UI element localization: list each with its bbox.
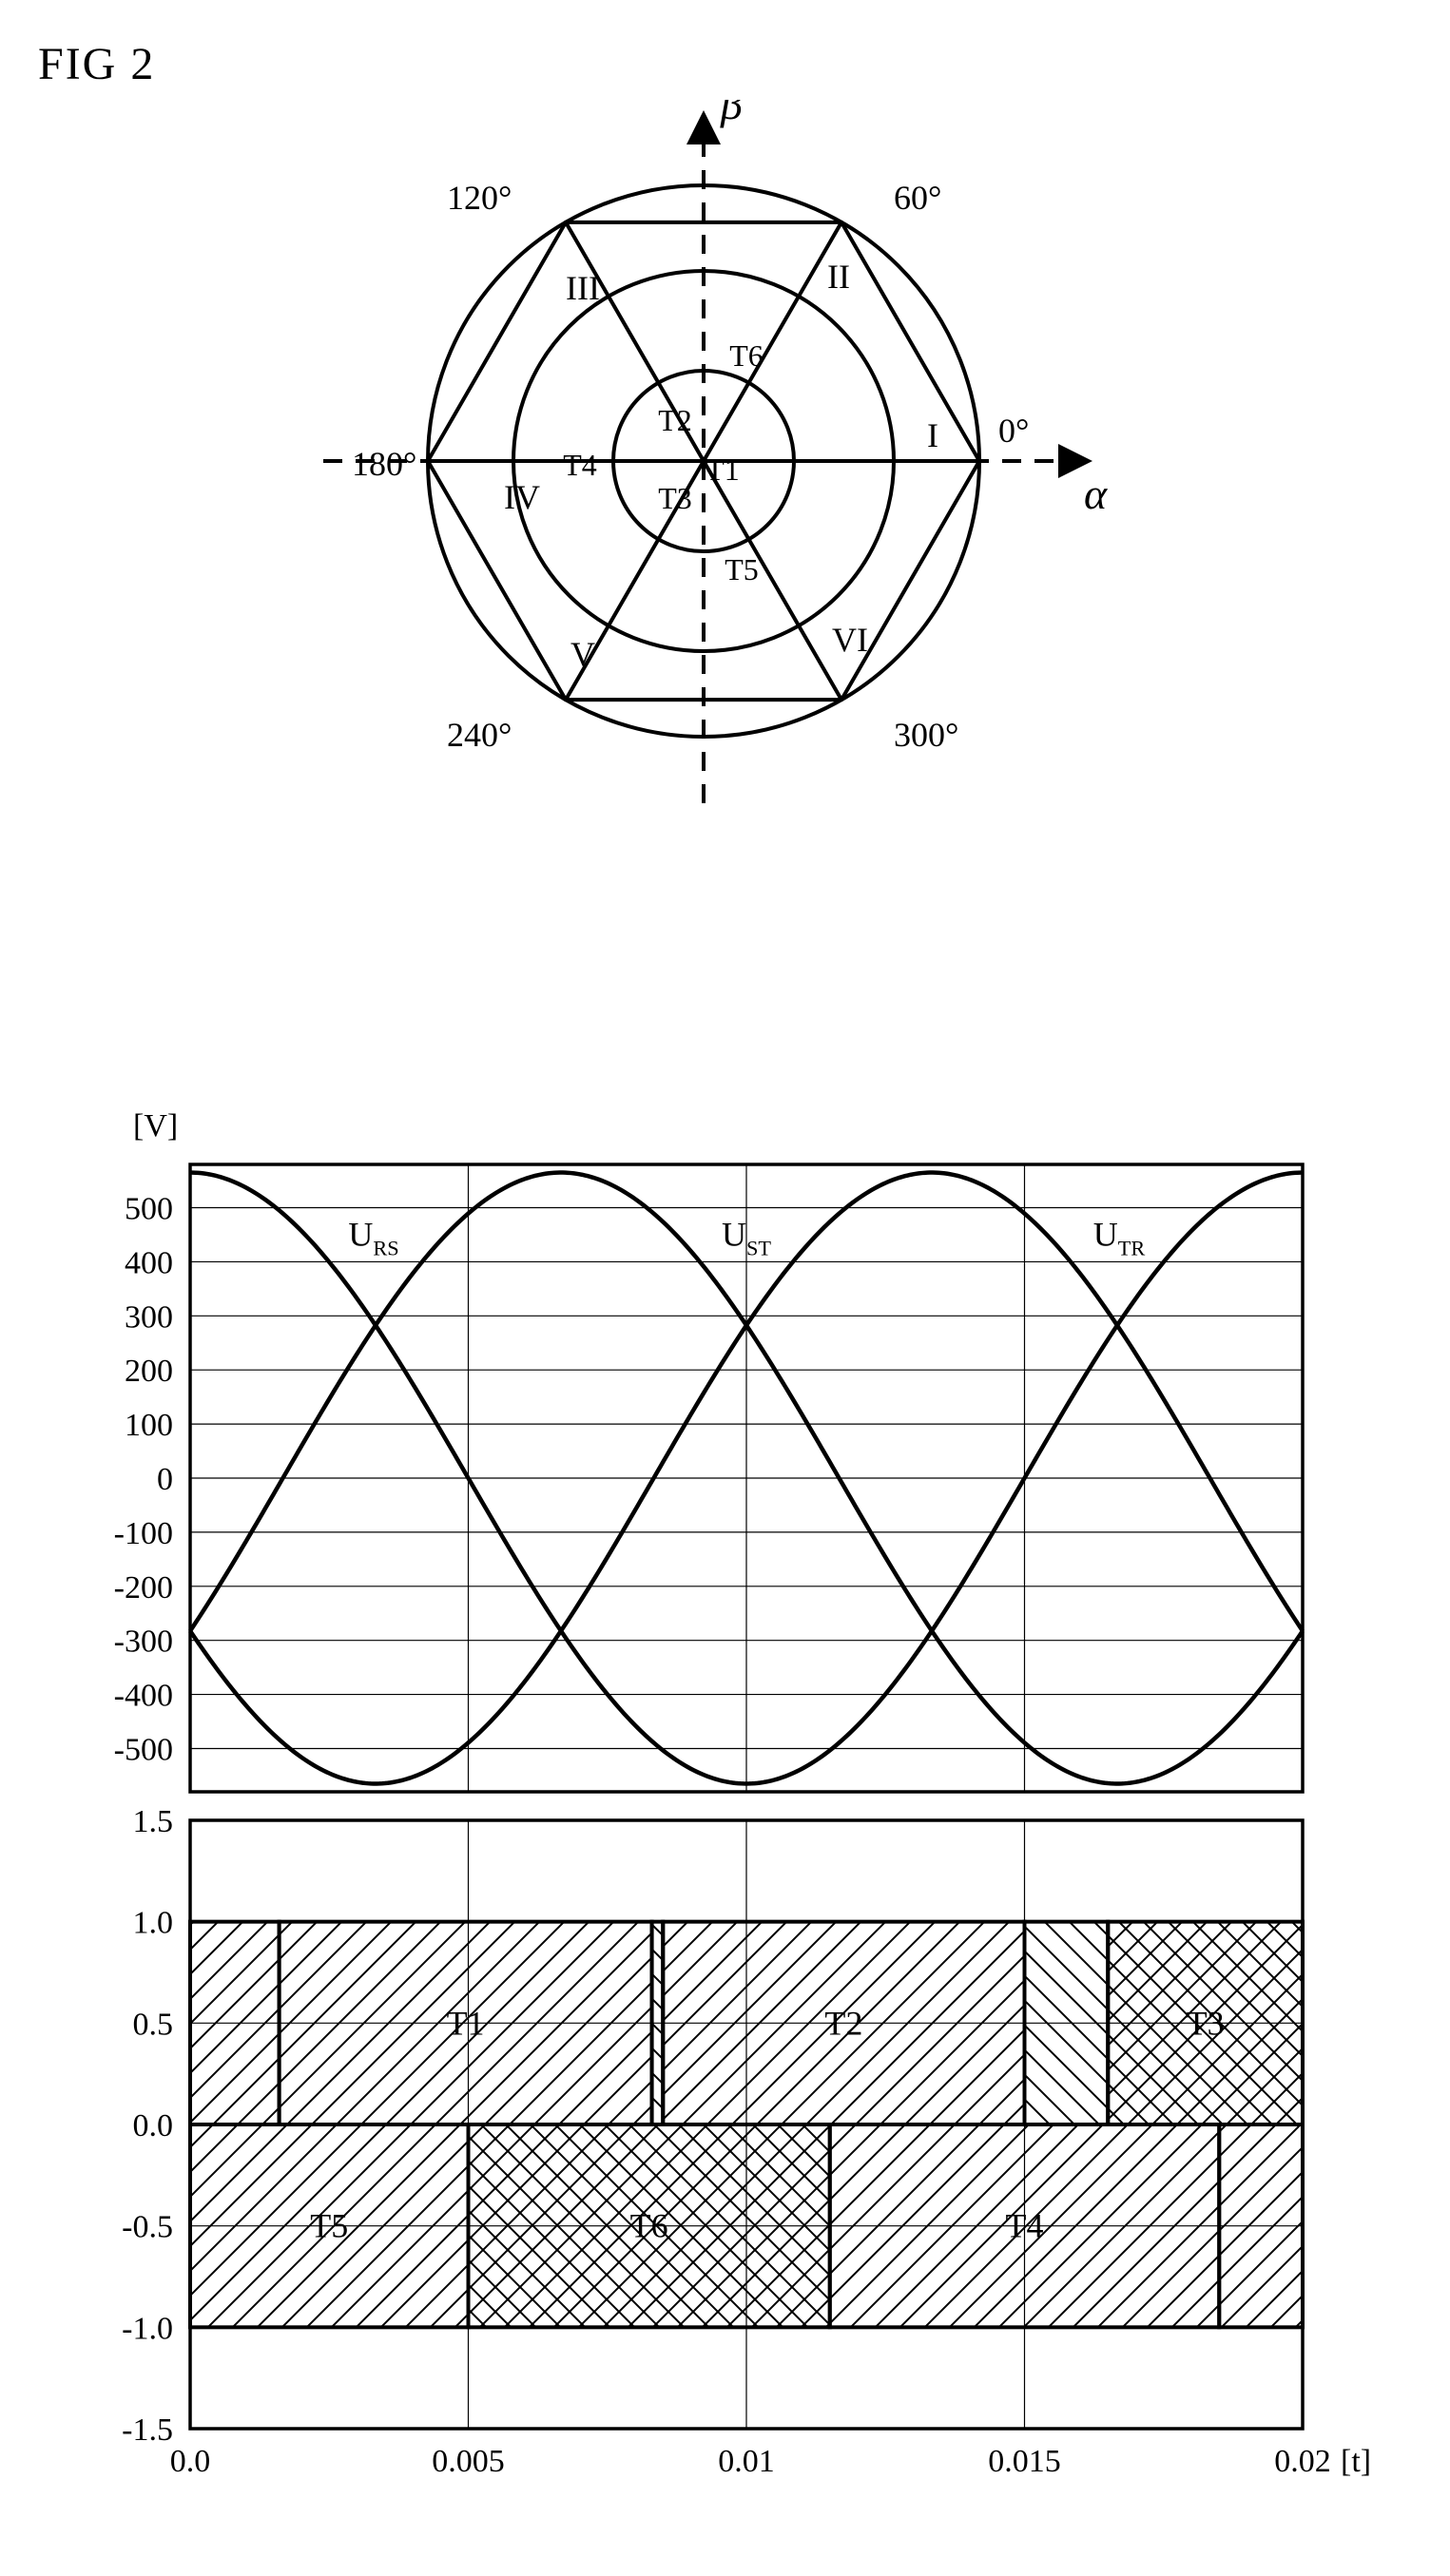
svg-text:300: 300	[125, 1299, 173, 1335]
svg-text:-300: -300	[114, 1624, 173, 1660]
svg-text:UTR: UTR	[1093, 1215, 1146, 1259]
svg-text:400: 400	[125, 1245, 173, 1280]
svg-text:T5: T5	[725, 552, 759, 586]
svg-text:VI: VI	[832, 621, 868, 659]
svg-text:T4: T4	[563, 448, 597, 482]
svg-text:T4: T4	[1006, 2207, 1044, 2245]
svg-text:500: 500	[125, 1192, 173, 1227]
svg-text:T2: T2	[658, 403, 692, 437]
svg-text:II: II	[827, 258, 850, 296]
svg-text:T3: T3	[658, 481, 692, 515]
svg-text:100: 100	[125, 1408, 173, 1443]
svg-text:T6: T6	[729, 338, 764, 373]
svg-text:300°: 300°	[894, 716, 958, 754]
svg-text:-400: -400	[114, 1679, 173, 1714]
svg-text:α: α	[1084, 470, 1108, 518]
svg-text:-200: -200	[114, 1570, 173, 1605]
timing-chart: 1.51.00.50.0-0.5-1.0-1.50.00.0050.010.01…	[122, 1804, 1371, 2479]
svg-text:T6: T6	[630, 2207, 668, 2245]
svg-text:0.0: 0.0	[170, 2444, 211, 2479]
svg-text:200: 200	[125, 1354, 173, 1389]
svg-text:0.5: 0.5	[133, 2007, 174, 2042]
svg-text:β: β	[720, 100, 743, 128]
figure-label: FIG 2	[38, 38, 1412, 90]
svg-text:T5: T5	[310, 2207, 348, 2245]
svg-text:III: III	[566, 269, 600, 307]
svg-text:0°: 0°	[998, 412, 1029, 450]
svg-text:-500: -500	[114, 1732, 173, 1767]
svg-text:IV: IV	[504, 478, 540, 516]
svg-text:0.0: 0.0	[133, 2108, 174, 2143]
svg-text:-1.5: -1.5	[122, 2413, 173, 2448]
svg-text:240°: 240°	[447, 716, 512, 754]
vector-diagram: βα0°60°120°180°240°300°IIIIIIIVVVIT1T2T3…	[323, 100, 1108, 803]
svg-text:-100: -100	[114, 1516, 173, 1551]
svg-text:V: V	[570, 635, 595, 673]
svg-text:T2: T2	[824, 2004, 862, 2042]
svg-text:1.0: 1.0	[133, 1906, 174, 1941]
svg-text:[t]: [t]	[1341, 2444, 1371, 2479]
diagram-svg: βα0°60°120°180°240°300°IIIIIIIVVVIT1T2T3…	[38, 100, 1412, 2533]
svg-text:60°: 60°	[894, 179, 941, 217]
svg-text:T3: T3	[1187, 2004, 1225, 2042]
svg-text:URS: URS	[348, 1215, 398, 1259]
svg-text:-1.0: -1.0	[122, 2311, 173, 2346]
voltage-chart: 500 400 300 200 100 0 -100 -200 -300 -400 -500 [V] U…	[114, 1108, 1303, 1792]
svg-text:120°: 120°	[447, 179, 512, 217]
svg-text:1.5: 1.5	[133, 1804, 174, 1839]
svg-text:0: 0	[157, 1462, 173, 1497]
svg-text:0.015: 0.015	[988, 2444, 1061, 2479]
svg-text:[V]: [V]	[133, 1108, 178, 1144]
svg-text:-0.5: -0.5	[122, 2210, 173, 2245]
svg-text:0.02: 0.02	[1274, 2444, 1331, 2479]
svg-text:T1: T1	[706, 452, 740, 487]
svg-text:I: I	[927, 416, 938, 454]
svg-text:180°: 180°	[352, 445, 416, 483]
svg-text:0.01: 0.01	[718, 2444, 775, 2479]
svg-text:0.005: 0.005	[432, 2444, 505, 2479]
svg-text:T1: T1	[447, 2004, 485, 2042]
